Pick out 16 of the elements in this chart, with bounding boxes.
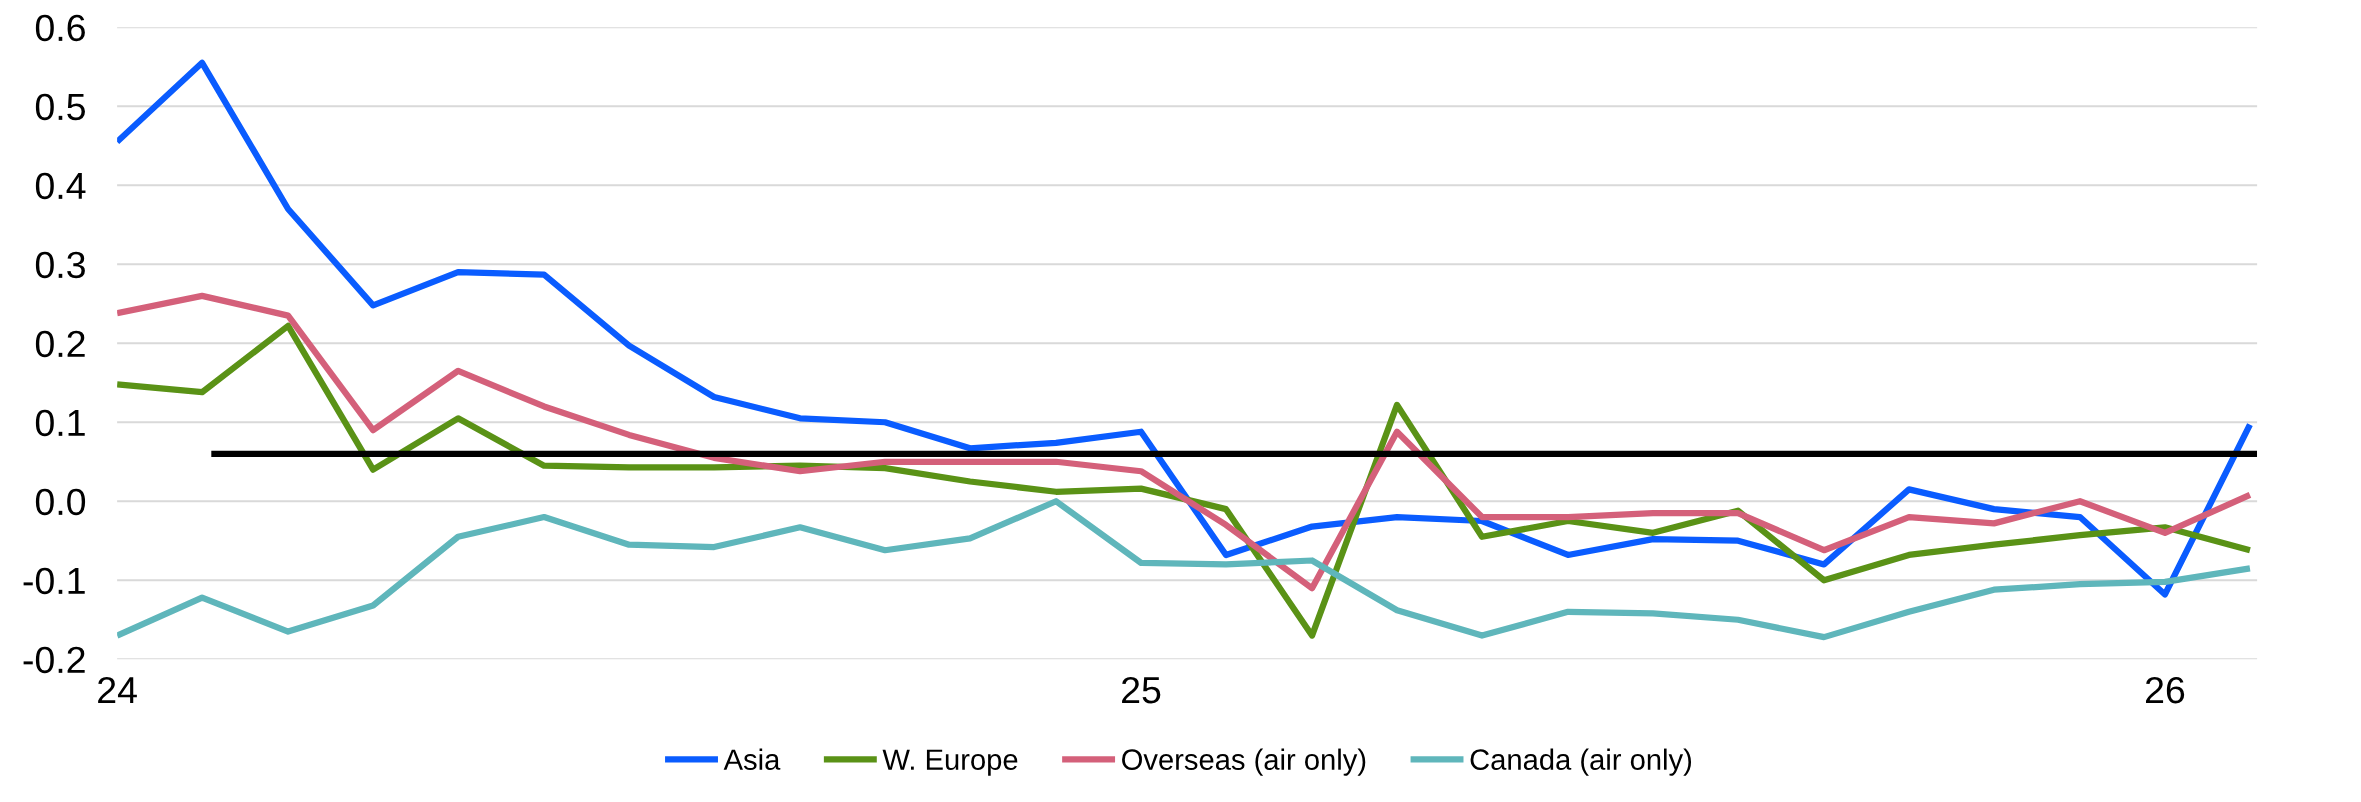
- y-tick-label: -0.1: [23, 567, 85, 595]
- y-tick-label: 0.5: [35, 93, 85, 121]
- y-tick-label: 0.3: [35, 251, 85, 279]
- y-tick-label: 0.0: [35, 488, 86, 516]
- x-tick-label: 24: [98, 676, 137, 704]
- x-tick-label: 25: [1122, 676, 1161, 704]
- legend-label: Overseas (air only): [1122, 748, 1366, 776]
- legend-label: Asia: [723, 748, 781, 770]
- y-tick-label: -0.2: [23, 646, 85, 674]
- x-tick-label: 26: [2146, 676, 2185, 704]
- legend-label: Canada (air only): [1470, 748, 1692, 776]
- y-tick-label: 0.6: [35, 14, 85, 42]
- y-tick-label: 0.2: [35, 330, 85, 358]
- y-tick-label: 0.4: [35, 172, 86, 200]
- legend-label: W. Europe: [882, 749, 1018, 776]
- y-tick-label: 0.1: [35, 409, 85, 437]
